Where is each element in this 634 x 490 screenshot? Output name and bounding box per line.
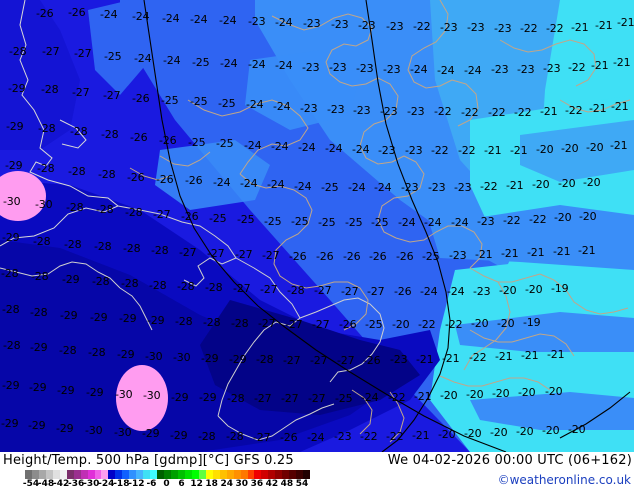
color-scale-swatch (191, 470, 199, 479)
color-scale-swatch (94, 470, 102, 479)
color-scale-tick-label: -54 (22, 479, 40, 489)
color-scale-tick-label: 42 (265, 479, 279, 489)
color-scale-swatch (198, 470, 206, 479)
color-scale-swatch (164, 470, 172, 479)
color-scale-swatch (171, 470, 178, 479)
color-scale-swatch (254, 470, 262, 479)
color-scale-swatch (219, 470, 227, 479)
color-scale-swatch (73, 470, 81, 479)
color-scale-tick-label: -12 (128, 479, 145, 489)
color-scale-swatch (115, 470, 123, 479)
color-scale-swatch (177, 470, 185, 479)
coastline-border-layer (0, 0, 631, 452)
color-scale-tick-label: 0 (163, 479, 170, 489)
color-scale-swatch (303, 470, 311, 479)
color-scale-swatch (101, 470, 109, 479)
color-scale-swatch (31, 470, 39, 479)
map-footer: Height/Temp. 500 hPa [gdmp][°C] GFS 0.25… (0, 452, 634, 490)
color-scale-swatch (108, 470, 116, 479)
color-scale-swatch (143, 470, 151, 479)
temperature-map[interactable]: -26 -26 -24 -24 -24 -24 -24 -23 -24 -23 -23 -23 -23-… (0, 0, 634, 452)
color-scale-swatch (268, 470, 276, 479)
color-scale-tick-label: 18 (205, 479, 218, 489)
product-title: Height/Temp. 500 hPa [gdmp][°C] GFS 0.25 (3, 453, 294, 468)
color-scale-tick-label: -24 (98, 479, 115, 489)
color-scale-swatch (275, 470, 283, 479)
color-scale-tick-label: -18 (113, 479, 130, 489)
color-scale-bar (25, 470, 311, 479)
color-scale-swatch (80, 470, 88, 479)
color-scale-tick-label: -30 (83, 479, 100, 489)
color-scale-swatch (59, 470, 67, 479)
color-scale-swatch (129, 470, 137, 479)
color-scale-swatch (66, 470, 74, 479)
color-scale-tick-label: -48 (37, 479, 55, 489)
color-scale-tick-label: -36 (68, 479, 85, 489)
color-scale-swatch (45, 470, 53, 479)
color-scale[interactable]: -54 -48 -42 -36 -30 -24 -18 -12 -6 0 6 12 18 24 30 36 42… (22, 470, 311, 490)
color-scale-tick-label: -42 (52, 479, 70, 489)
color-scale-ticks: -54 -48 -42 -36 -30 -24 -18 -12 -6 0 6 12 18 24 30 36 42… (22, 479, 310, 490)
color-scale-swatch (25, 470, 32, 479)
color-scale-swatch (122, 470, 130, 479)
model-run-timestamp: We 04-02-2026 00:00 UTC (06+162) (387, 453, 632, 468)
color-scale-swatch (289, 470, 297, 479)
color-scale-swatch (157, 470, 165, 479)
color-scale-swatch (282, 470, 290, 479)
copyright-credit: ©weatheronline.co.uk (497, 473, 631, 487)
color-scale-tick-label: -6 (146, 479, 157, 489)
color-scale-tick-label: 30 (235, 479, 249, 489)
color-scale-tick-label: 54 (295, 479, 309, 489)
color-scale-tick-label: 12 (190, 479, 203, 489)
color-scale-swatch (87, 470, 95, 479)
color-scale-swatch (212, 470, 220, 479)
color-scale-swatch (261, 470, 269, 479)
color-scale-swatch (205, 470, 213, 479)
color-scale-swatch (296, 470, 304, 479)
color-scale-swatch (150, 470, 158, 479)
color-scale-swatch (240, 470, 248, 479)
color-scale-swatch (247, 470, 255, 479)
color-scale-swatch (233, 470, 241, 479)
color-scale-tick-label: 24 (220, 479, 233, 489)
color-scale-swatch (226, 470, 234, 479)
color-scale-tick-label: 48 (280, 479, 294, 489)
color-scale-swatch (136, 470, 144, 479)
temperature-field-layer (0, 0, 634, 452)
color-scale-swatch (52, 470, 60, 479)
color-scale-tick-label: 6 (178, 479, 185, 489)
color-scale-swatch (38, 470, 46, 479)
color-scale-swatch (184, 470, 192, 479)
color-scale-tick-label: 36 (250, 479, 264, 489)
